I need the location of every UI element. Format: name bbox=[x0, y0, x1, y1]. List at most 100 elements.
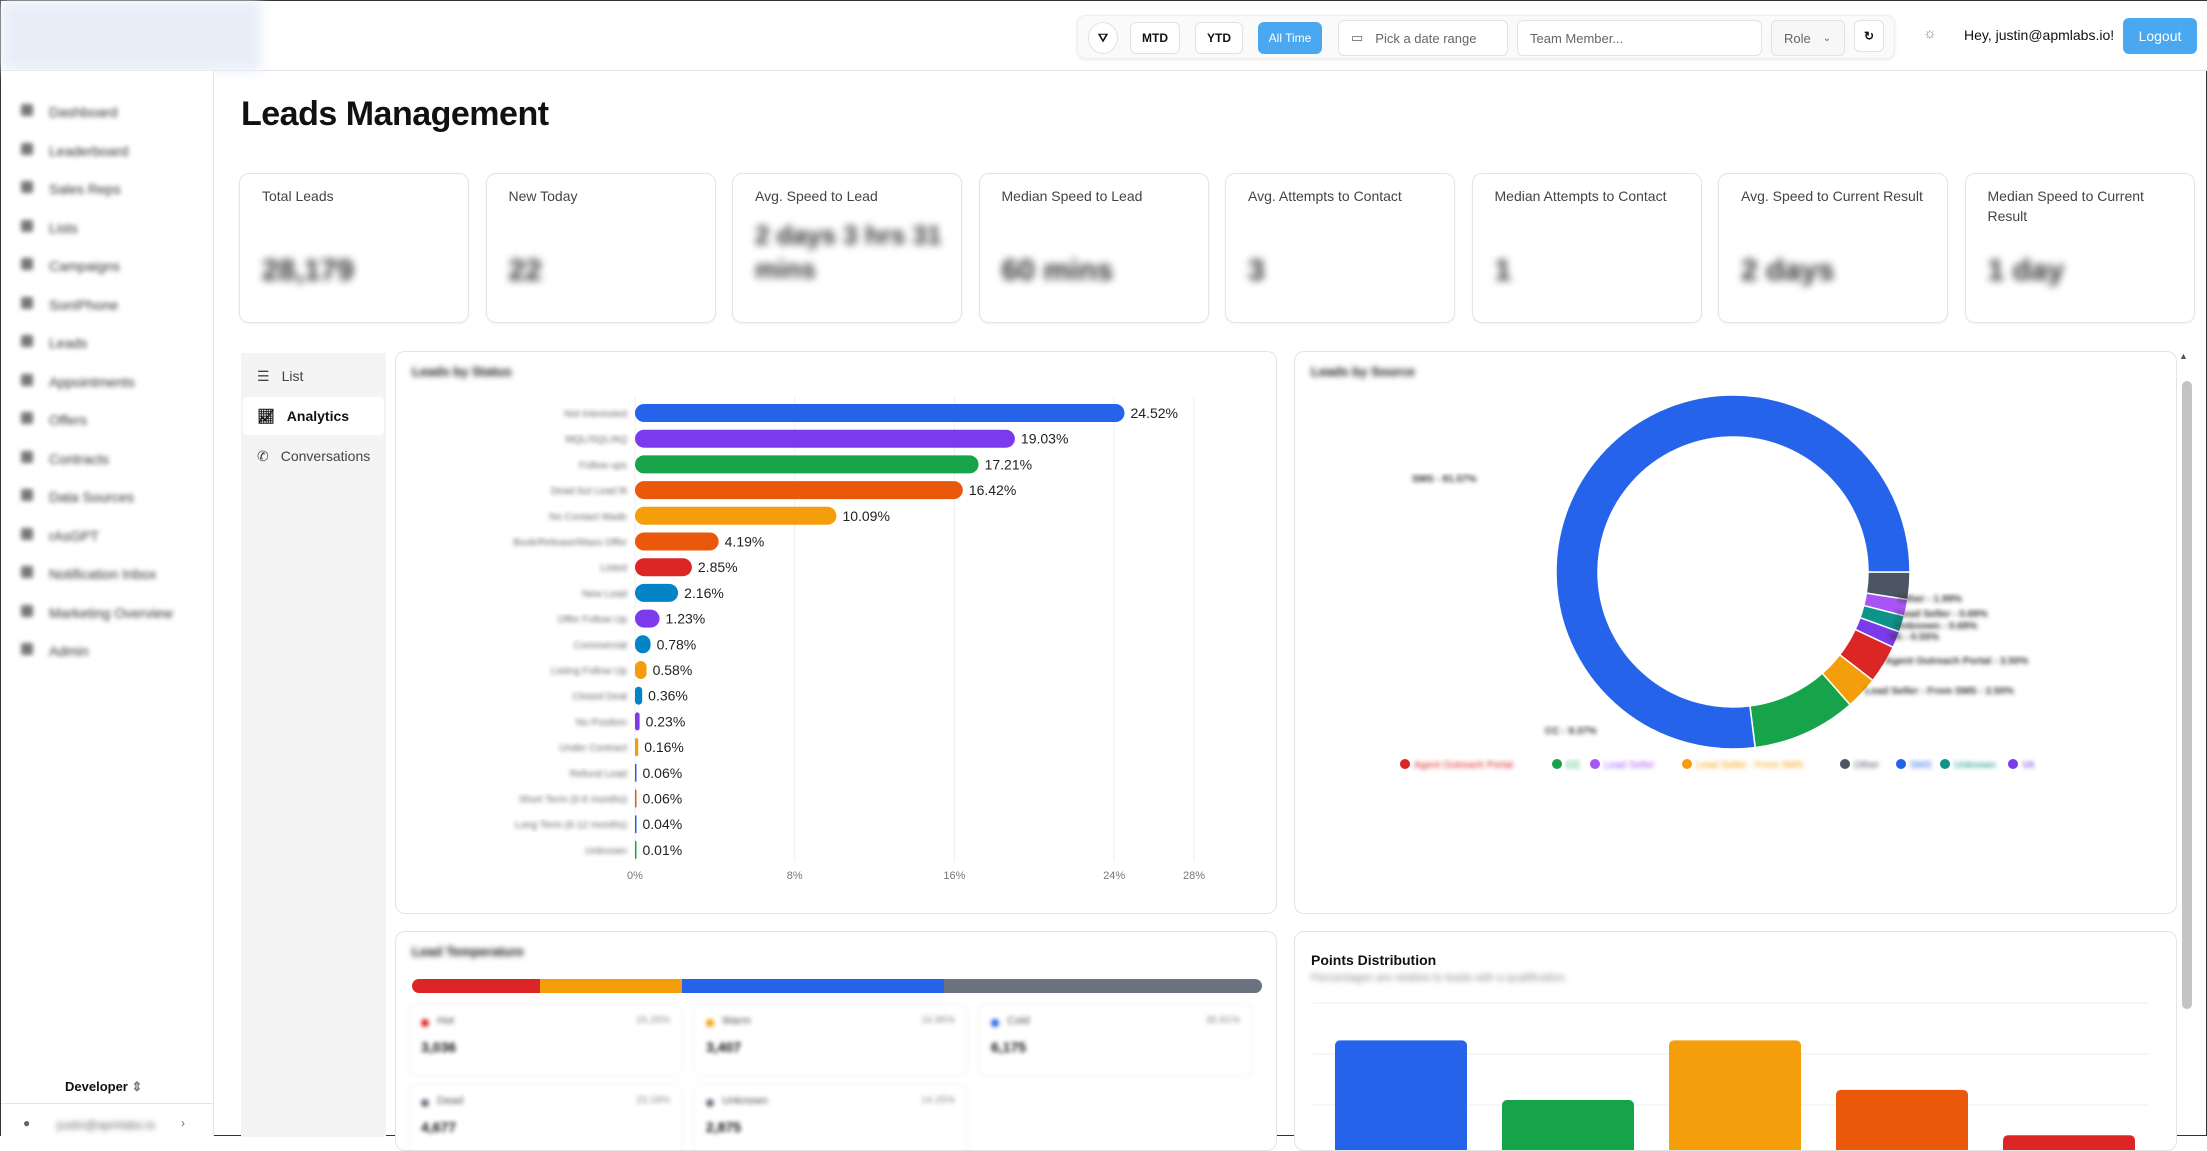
sidebar-item[interactable]: rAsGPT bbox=[21, 527, 99, 544]
nav-icon bbox=[21, 604, 33, 617]
user-menu[interactable]: justin@apmlabs.io ● › bbox=[1, 1103, 214, 1137]
bar[interactable] bbox=[635, 815, 637, 834]
bar[interactable] bbox=[635, 429, 1015, 448]
bar[interactable] bbox=[635, 558, 692, 577]
category-label: Listed bbox=[600, 563, 627, 574]
kpi-label: New Today bbox=[508, 188, 578, 204]
sidebar-item[interactable]: SonIPhone bbox=[21, 296, 118, 313]
sidebar-item-label: Appointments bbox=[49, 373, 135, 390]
scrollbar[interactable]: ▲ bbox=[2179, 351, 2195, 1137]
all-time-button[interactable]: All Time bbox=[1258, 22, 1322, 54]
nav-icon bbox=[21, 335, 33, 347]
sidebar-item[interactable]: Data Sources bbox=[21, 489, 134, 505]
temperature-item: Hot 15.25% 3,036 bbox=[408, 1004, 683, 1076]
bar[interactable] bbox=[635, 661, 647, 679]
bar[interactable] bbox=[1335, 1040, 1467, 1151]
bar[interactable] bbox=[635, 686, 643, 705]
team-member-input[interactable]: Team Member... bbox=[1517, 20, 1762, 56]
kpi-label: Median Speed to Current Result bbox=[1987, 188, 2144, 224]
x-tick-label: 8% bbox=[787, 870, 803, 882]
data-label: 0.06% bbox=[643, 791, 683, 807]
scroll-up-icon[interactable]: ▲ bbox=[2179, 351, 2188, 361]
nav-icon bbox=[21, 181, 33, 193]
legend-label[interactable]: CC bbox=[1566, 760, 1580, 771]
category-label: No Contact Made bbox=[549, 512, 627, 523]
legend-label[interactable]: Unknown bbox=[1954, 760, 1996, 771]
category-label: Under Contract bbox=[559, 743, 627, 754]
sidebar-item[interactable]: Marketing Overview bbox=[21, 604, 173, 621]
data-label: 0.04% bbox=[643, 816, 683, 832]
tab-analytics[interactable]: 📈︎ Analytics bbox=[243, 397, 384, 435]
bar[interactable] bbox=[635, 506, 837, 525]
sidebar-item[interactable]: Leaderboard bbox=[21, 142, 128, 159]
role-name: Developer bbox=[65, 1079, 128, 1094]
bar[interactable] bbox=[635, 404, 1125, 422]
legend-label[interactable]: Lead Seller - From SMS bbox=[1696, 760, 1804, 771]
sidebar-item[interactable]: Leads bbox=[21, 335, 87, 351]
sidebar-item[interactable]: Campaigns bbox=[21, 258, 120, 274]
temperature-name: Unknown bbox=[722, 1095, 768, 1107]
kpi-card: Avg. Speed to Lead 2 days 3 hrs 31 mins bbox=[732, 173, 962, 323]
legend-label[interactable]: Lead Seller bbox=[1604, 760, 1655, 771]
logout-button[interactable]: Logout bbox=[2123, 18, 2197, 54]
sidebar-item-label: Admin bbox=[49, 643, 89, 659]
bar[interactable] bbox=[635, 583, 679, 602]
slice-label: Lead Seller - From SMS - 2.50% bbox=[1865, 686, 2014, 697]
sidebar-item-label: Offers bbox=[49, 412, 87, 428]
date-range-picker[interactable]: ▭ Pick a date range bbox=[1338, 20, 1508, 56]
bar[interactable] bbox=[635, 455, 979, 474]
scrollbar-thumb[interactable] bbox=[2182, 381, 2192, 1009]
bar[interactable] bbox=[1502, 1100, 1634, 1151]
role-switcher[interactable]: Developer ⇕ bbox=[65, 1079, 142, 1095]
data-label: 1.23% bbox=[666, 611, 706, 627]
sidebar-item[interactable]: Lists bbox=[21, 219, 78, 236]
legend-label[interactable]: SMS bbox=[1910, 760, 1932, 771]
bar[interactable] bbox=[1669, 1040, 1801, 1151]
bar[interactable] bbox=[635, 481, 963, 500]
bar[interactable] bbox=[635, 763, 637, 782]
sidebar-item[interactable]: Notification Inbox bbox=[21, 566, 156, 582]
tab-conversations[interactable]: ✆ Conversations bbox=[243, 437, 384, 475]
temperature-segment bbox=[540, 979, 683, 993]
bar[interactable] bbox=[635, 532, 719, 551]
date-range-placeholder: Pick a date range bbox=[1375, 30, 1477, 46]
bar[interactable] bbox=[635, 789, 637, 808]
data-label: 17.21% bbox=[985, 456, 1032, 472]
nav-icon bbox=[21, 643, 33, 655]
bar[interactable] bbox=[2003, 1135, 2135, 1151]
slice-label: CC - 9.37% bbox=[1545, 726, 1597, 737]
category-label: Listing Follow Up bbox=[551, 666, 628, 677]
bar[interactable] bbox=[635, 635, 651, 654]
reset-icon[interactable]: ↻ bbox=[1854, 20, 1884, 52]
tab-list[interactable]: ☰ List bbox=[243, 357, 384, 395]
temperature-bar bbox=[412, 979, 1262, 993]
legend-label[interactable]: Agent Outreach Portal bbox=[1414, 760, 1513, 771]
kpi-card: Avg. Attempts to Contact 3 bbox=[1225, 173, 1455, 323]
sidebar-item[interactable]: Offers bbox=[21, 412, 87, 428]
legend-label[interactable]: Other bbox=[1854, 760, 1880, 771]
sidebar-item-label: Dashboard bbox=[49, 104, 118, 120]
legend-label[interactable]: VA bbox=[2022, 760, 2035, 771]
bar[interactable] bbox=[635, 840, 637, 859]
bar[interactable] bbox=[635, 738, 639, 757]
bar[interactable] bbox=[635, 712, 640, 731]
kpi-card: Median Speed to Lead 60 mins bbox=[978, 173, 1209, 323]
sidebar-item[interactable]: Admin bbox=[21, 643, 89, 659]
donut-slice[interactable] bbox=[1555, 394, 1911, 750]
bar[interactable] bbox=[635, 609, 660, 628]
theme-toggle-icon[interactable]: ☼ bbox=[1923, 25, 1937, 42]
data-label: 0.36% bbox=[648, 688, 688, 704]
leads-by-status-card: Leads by Status 0% 8% 16% 24% 28% Not Interes… bbox=[395, 351, 1277, 914]
logo[interactable] bbox=[1, 1, 261, 71]
nav-icon bbox=[21, 296, 33, 309]
bar[interactable] bbox=[1836, 1089, 1968, 1151]
sidebar-item[interactable]: Sales Reps bbox=[21, 181, 121, 197]
role-select[interactable]: Role ⌄ bbox=[1771, 20, 1845, 56]
sidebar-item[interactable]: Appointments bbox=[21, 373, 135, 390]
filter-icon[interactable]: ⛛ bbox=[1088, 22, 1118, 54]
sidebar-item[interactable]: Contracts bbox=[21, 450, 109, 467]
ytd-button[interactable]: YTD bbox=[1195, 22, 1243, 54]
temperature-percent: 15.25% bbox=[636, 1015, 670, 1026]
sidebar-item[interactable]: Dashboard bbox=[21, 104, 118, 120]
mtd-button[interactable]: MTD bbox=[1130, 22, 1180, 54]
